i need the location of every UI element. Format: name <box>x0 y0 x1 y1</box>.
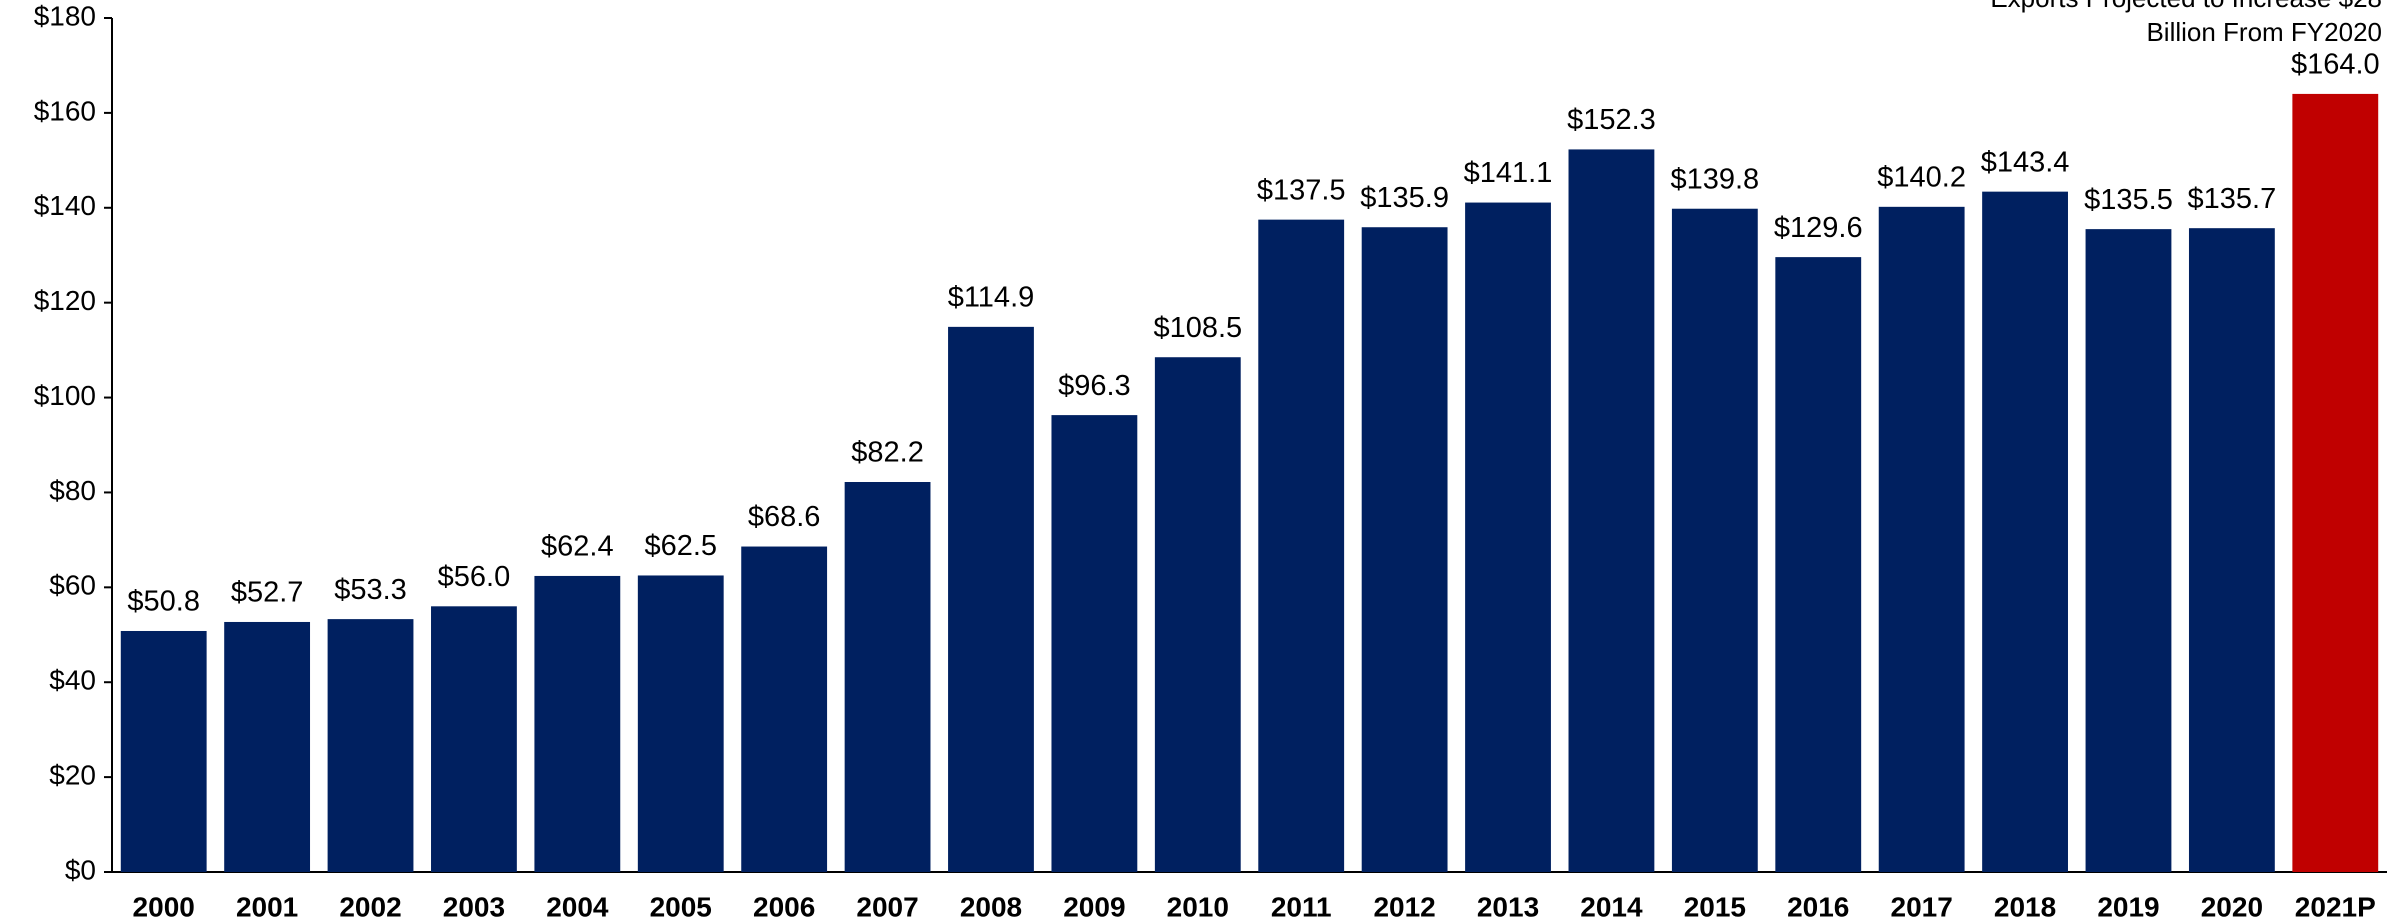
bar <box>844 482 931 872</box>
bar <box>534 575 621 872</box>
bar <box>224 621 311 872</box>
value-label: $53.3 <box>334 574 407 606</box>
value-label: $137.5 <box>1257 174 1346 206</box>
y-tick-label: $120 <box>34 285 96 316</box>
value-label: $139.8 <box>1670 163 1759 195</box>
x-tick-label: 2009 <box>1063 891 1125 920</box>
value-label: $114.9 <box>948 282 1035 314</box>
value-label: $56.0 <box>438 561 511 593</box>
value-label: $152.3 <box>1567 104 1656 136</box>
bar <box>120 630 207 872</box>
value-label: $140.2 <box>1877 161 1966 193</box>
bar <box>1775 257 1862 872</box>
y-tick-label: $60 <box>49 570 96 601</box>
y-tick-label: $40 <box>49 665 96 696</box>
value-label: $141.1 <box>1464 157 1553 189</box>
x-tick-label: 2008 <box>960 891 1022 920</box>
value-label: $96.3 <box>1058 370 1131 402</box>
x-tick-label: 2010 <box>1167 891 1229 920</box>
value-label: $68.6 <box>748 501 821 533</box>
value-label: $52.7 <box>231 577 304 609</box>
bar <box>1982 191 2068 872</box>
x-tick-label: 2007 <box>856 891 918 920</box>
bar <box>1051 415 1138 872</box>
y-tick-label: $0 <box>65 854 96 885</box>
bar <box>431 606 517 872</box>
x-tick-label: 2001 <box>236 891 298 920</box>
x-tick-label: 2014 <box>1580 891 1643 920</box>
bar <box>2188 228 2275 872</box>
y-tick-label: $140 <box>34 190 96 221</box>
bar <box>327 619 414 872</box>
bar <box>1154 357 1241 872</box>
x-tick-label: 2002 <box>339 891 401 920</box>
x-tick-label: 2012 <box>1373 891 1435 920</box>
bar <box>948 326 1034 872</box>
y-tick-label: $180 <box>34 0 96 31</box>
value-label: $143.4 <box>1981 146 2070 178</box>
value-label: $50.8 <box>127 586 200 618</box>
x-tick-label: 2013 <box>1477 891 1539 920</box>
annotation: Billion From FY2020 <box>2146 17 2382 47</box>
x-tick-label: 2019 <box>2097 891 2159 920</box>
bar <box>1361 227 1448 873</box>
value-label: $135.5 <box>2084 184 2173 216</box>
value-label: $135.7 <box>2188 183 2277 215</box>
value-label: $164.0 <box>2291 49 2380 81</box>
y-tick-label: $20 <box>49 760 96 791</box>
annotation: Exports Projected to Increase $28 <box>1990 0 2382 13</box>
x-tick-label: 2021P <box>2295 891 2376 920</box>
y-tick-label: $80 <box>49 475 96 506</box>
bar <box>1671 208 1758 872</box>
x-tick-label: 2011 <box>1271 891 1332 920</box>
bar <box>637 575 724 872</box>
x-tick-label: 2005 <box>650 891 712 920</box>
x-tick-label: 2017 <box>1891 891 1953 920</box>
bar <box>1465 202 1551 872</box>
x-tick-label: 2018 <box>1994 891 2056 920</box>
value-label: $129.6 <box>1774 212 1863 244</box>
x-tick-label: 2004 <box>546 891 609 920</box>
bar <box>1878 206 1965 873</box>
x-tick-label: 2000 <box>133 891 195 920</box>
x-tick-label: 2020 <box>2201 891 2263 920</box>
bar <box>741 546 828 872</box>
x-tick-label: 2016 <box>1787 891 1849 920</box>
y-tick-label: $100 <box>34 380 96 411</box>
y-tick-label: $160 <box>34 95 96 126</box>
x-tick-label: 2006 <box>753 891 815 920</box>
bar <box>1568 149 1655 872</box>
x-tick-label: 2015 <box>1684 891 1746 920</box>
value-label: $82.2 <box>851 437 924 469</box>
value-label: $135.9 <box>1360 182 1449 214</box>
x-tick-label: 2003 <box>443 891 505 920</box>
bar <box>2292 93 2379 872</box>
bar <box>2085 229 2172 872</box>
value-label: $62.4 <box>541 531 614 563</box>
bar <box>1258 219 1345 872</box>
value-label: $62.5 <box>644 530 717 562</box>
value-label: $108.5 <box>1153 312 1242 344</box>
